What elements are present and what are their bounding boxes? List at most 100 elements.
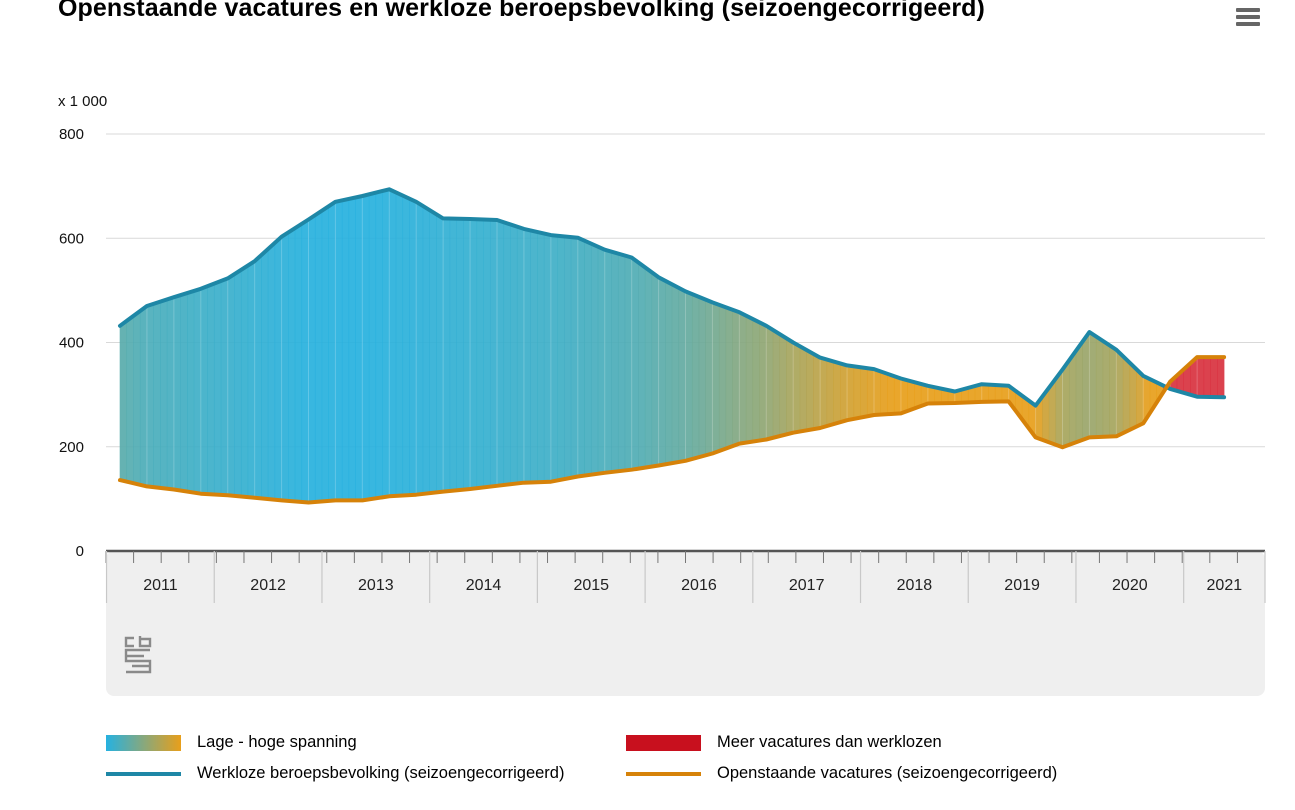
fill-slice	[294, 223, 303, 503]
series-line-werkloze	[118, 187, 1227, 408]
fill-slice	[1122, 355, 1131, 434]
x-tick-label: 2013	[358, 577, 394, 594]
fill-slice	[523, 228, 531, 484]
fill-slice	[341, 198, 350, 501]
fill-slice	[153, 301, 161, 489]
fill-slice	[819, 357, 828, 429]
fill-slice	[792, 341, 801, 434]
fill-slice	[1082, 331, 1090, 441]
fill-slice	[348, 197, 356, 501]
fill-slice	[833, 361, 841, 425]
fill-slice	[139, 305, 148, 487]
tension-fill	[119, 188, 1225, 503]
fill-slice	[671, 283, 680, 464]
plot-background	[106, 551, 1265, 696]
x-tick-label: 2014	[466, 577, 502, 594]
fill-slice	[281, 231, 289, 502]
fill-slice	[388, 188, 397, 497]
legend-item-werkloze: Werkloze beroepsbevolking (seizoengecorr…	[106, 764, 564, 783]
fill-slice	[133, 310, 141, 486]
legend-item-meer-vacatures: Meer vacatures dan werklozen	[626, 733, 942, 752]
legend-swatch-line-orange	[626, 771, 701, 776]
fill-slice	[463, 218, 471, 490]
fill-slice	[564, 236, 572, 480]
legend-swatch-line-blue	[106, 771, 181, 776]
fill-slice	[651, 271, 659, 467]
fill-slice	[1001, 385, 1009, 402]
fill-slice	[725, 306, 733, 450]
fill-slice	[442, 218, 451, 492]
fill-slice	[476, 218, 484, 489]
fill-slice	[907, 379, 915, 412]
fill-slice	[779, 333, 787, 437]
fill-slice	[213, 280, 222, 496]
fill-slice	[395, 191, 404, 497]
fill-slice	[503, 221, 511, 486]
fill-slice	[739, 311, 747, 444]
fill-slice	[880, 371, 888, 415]
fill-slice	[355, 195, 363, 501]
fill-slice	[846, 365, 855, 421]
fill-slice	[187, 290, 195, 493]
fill-slice	[873, 368, 882, 416]
fill-slice	[705, 299, 713, 456]
fill-slice	[570, 236, 579, 479]
fill-slice	[469, 218, 478, 490]
fill-slice	[1116, 349, 1124, 437]
fill-slice	[335, 199, 343, 501]
axes: x 1 000 0 200 400 600 800 2011 2012 2013 2014 2015…	[58, 93, 1266, 674]
chart-title: Openstaande vacatures en werkloze beroep…	[58, 0, 985, 22]
fill-slice-more-vacancies	[1210, 356, 1218, 398]
fill-slice	[543, 233, 552, 483]
x-axis-panel	[106, 551, 1265, 696]
fill-slice	[227, 273, 235, 497]
fill-slice	[1129, 362, 1137, 431]
fill-slice	[577, 237, 585, 477]
fill-slice	[308, 214, 316, 503]
fill-slice	[557, 235, 565, 481]
fill-slice	[1055, 368, 1063, 448]
fill-slice	[173, 294, 181, 491]
legend-item-spanning: Lage - hoge spanning	[106, 733, 357, 752]
fill-slice-more-vacancies	[1196, 356, 1205, 398]
fill-slice	[799, 345, 807, 432]
fill-slice	[1109, 344, 1117, 437]
fill-slice	[806, 349, 814, 431]
y-tick-label: 600	[59, 230, 84, 247]
fill-slice	[658, 276, 666, 466]
fill-slice	[718, 304, 727, 452]
fill-slice	[489, 219, 498, 487]
fill-slice	[483, 219, 491, 488]
fill-slice	[1095, 335, 1104, 438]
fill-slice	[826, 359, 834, 427]
legend-label: Lage - hoge spanning	[197, 733, 357, 751]
fill-slice	[119, 320, 128, 483]
fill-slice	[375, 190, 383, 499]
fill-slice	[301, 218, 309, 503]
fill-slice	[893, 375, 902, 415]
fill-slice	[1089, 331, 1097, 438]
fill-slice	[590, 243, 599, 475]
fill-slice	[597, 246, 606, 475]
fill-slice	[254, 254, 262, 499]
fill-slice	[900, 378, 908, 414]
x-tick-label: 2020	[1112, 577, 1148, 594]
fill-slice	[200, 285, 208, 495]
fill-slice	[638, 261, 646, 469]
fill-slice	[866, 367, 875, 417]
fill-slice	[685, 290, 693, 462]
x-tick-label: 2015	[573, 577, 609, 594]
fill-slice	[166, 296, 175, 490]
fill-slice	[449, 218, 457, 492]
x-tick-label: 2018	[897, 577, 933, 594]
fill-slice	[840, 363, 848, 423]
legend-item-vacatures: Openstaande vacatures (seizoengecorrigee…	[626, 764, 1057, 783]
fill-slice	[516, 226, 525, 484]
fill-slice	[436, 213, 444, 493]
hamburger-menu-icon[interactable]	[1236, 8, 1262, 28]
fill-slice	[617, 253, 626, 472]
fill-slice	[537, 231, 545, 483]
fill-slice	[550, 234, 558, 483]
fill-slice	[786, 337, 794, 435]
fill-slice	[146, 303, 154, 488]
